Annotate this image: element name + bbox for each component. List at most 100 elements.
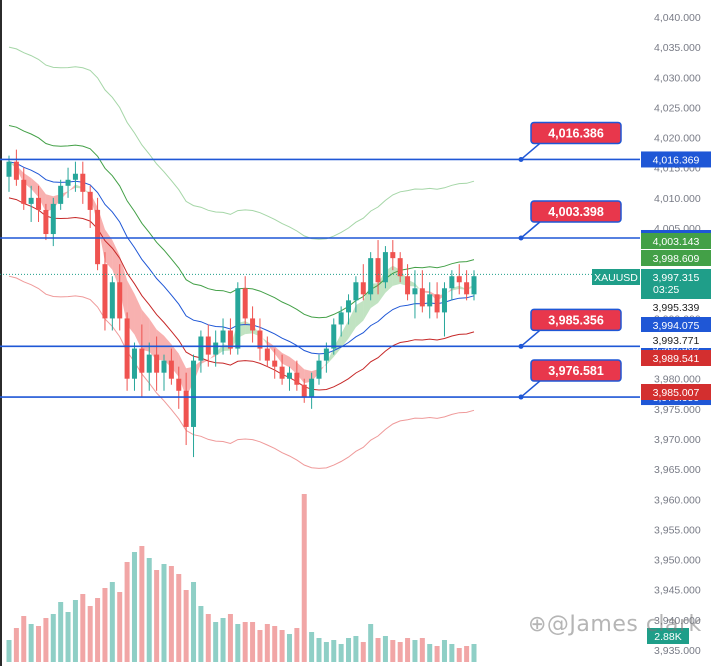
volume-bar bbox=[102, 588, 108, 662]
volume-bar bbox=[176, 574, 182, 662]
price-callout-box bbox=[530, 121, 622, 145]
ema-cloud-segment bbox=[149, 318, 157, 361]
y-tick-label: 4,040.000 bbox=[654, 12, 701, 24]
volume-bar bbox=[441, 640, 447, 662]
volume-bar bbox=[397, 642, 403, 662]
price-callout-label: 3,985.356 bbox=[548, 313, 604, 327]
candle-body bbox=[427, 294, 433, 307]
volume-bar bbox=[382, 636, 388, 662]
volume-bar bbox=[360, 642, 366, 662]
volume-bar bbox=[198, 606, 204, 662]
ema-cloud-segment bbox=[156, 329, 164, 361]
volume-bar bbox=[301, 494, 307, 662]
volume-bar bbox=[139, 546, 145, 662]
ema-cloud-segment bbox=[134, 293, 142, 350]
y-tick-label: 3,935.000 bbox=[654, 645, 701, 657]
price-axis-tag bbox=[641, 384, 711, 400]
ema-cloud-segment bbox=[178, 353, 187, 397]
candle-body bbox=[102, 264, 108, 319]
candle-body bbox=[65, 179, 71, 186]
level-axis-label: 4,016.369 bbox=[653, 154, 700, 166]
candle-body bbox=[131, 348, 137, 379]
candle-body bbox=[168, 360, 174, 379]
volume-bar bbox=[95, 598, 101, 662]
candle-body bbox=[139, 348, 145, 373]
candle-body bbox=[390, 252, 396, 259]
y-tick-label: 3,980.000 bbox=[654, 374, 701, 386]
price-callout-label: 4,003.398 bbox=[548, 205, 604, 219]
candle-body bbox=[419, 288, 425, 307]
callout-pointer bbox=[520, 379, 542, 398]
price-callout-label: 4,016.386 bbox=[548, 126, 604, 140]
y-tick-label: 4,010.000 bbox=[654, 193, 701, 205]
candle-body bbox=[198, 336, 204, 361]
volume-bar bbox=[65, 612, 71, 662]
volume-bar bbox=[250, 622, 256, 662]
candle-body bbox=[286, 372, 292, 379]
y-tick-label: 3,970.000 bbox=[654, 434, 701, 446]
callout-pointer bbox=[520, 220, 542, 239]
candle-body bbox=[441, 288, 447, 313]
volume-bar bbox=[205, 614, 211, 662]
volume-bar bbox=[87, 606, 93, 662]
volume-bar bbox=[264, 624, 270, 662]
price-axis-label: 3,995.339 bbox=[653, 302, 700, 314]
candle-body bbox=[227, 330, 233, 349]
candle-body bbox=[301, 384, 307, 397]
candle-body bbox=[368, 258, 374, 295]
candle-body bbox=[43, 209, 49, 235]
y-tick-label: 3,975.000 bbox=[654, 404, 701, 416]
volume-bar bbox=[257, 630, 263, 662]
candle-body bbox=[242, 288, 248, 319]
callout-pointer bbox=[520, 141, 542, 161]
volume-bar bbox=[286, 634, 292, 662]
price-axis-label: 3,993.771 bbox=[653, 335, 700, 347]
volume-bar bbox=[220, 618, 226, 662]
volume-bar bbox=[154, 570, 160, 662]
ema-cloud-segment bbox=[23, 173, 32, 189]
candle-body bbox=[154, 354, 160, 373]
price-axis-label: 3,998.609 bbox=[653, 253, 700, 265]
watermark: ⊕@James clark bbox=[528, 612, 702, 637]
price-axis-tag bbox=[641, 317, 711, 333]
candle-body bbox=[338, 312, 344, 325]
y-tick-label: 3,960.000 bbox=[654, 494, 701, 506]
candle-body bbox=[72, 173, 78, 180]
candle-body bbox=[360, 282, 366, 295]
bar-countdown: 03:25 bbox=[653, 284, 679, 296]
volume-bar bbox=[390, 640, 396, 662]
green-ma-line bbox=[8, 125, 475, 319]
volume-bar bbox=[419, 638, 425, 662]
ema-cloud-segment bbox=[119, 255, 128, 326]
price-axis-tag bbox=[641, 332, 711, 348]
ema-cloud-segment bbox=[348, 305, 356, 339]
candle-body bbox=[161, 360, 167, 373]
ema-cloud-segment bbox=[68, 184, 76, 192]
candle-body bbox=[36, 197, 42, 210]
red-ma-line bbox=[8, 197, 475, 391]
candle-body bbox=[109, 282, 115, 319]
price-callout-box bbox=[530, 200, 622, 223]
ema-cloud-segment bbox=[341, 320, 349, 348]
candle-body bbox=[346, 300, 352, 313]
candle-body bbox=[28, 197, 34, 204]
candle-body bbox=[412, 288, 418, 295]
volume-bar bbox=[279, 630, 285, 662]
candle-body bbox=[176, 378, 182, 391]
candle-body bbox=[235, 288, 241, 349]
price-axis-label: 3,997.315 bbox=[653, 272, 700, 284]
candle-body bbox=[382, 252, 388, 283]
price-axis-tag bbox=[641, 350, 711, 366]
candle-body bbox=[331, 324, 337, 349]
price-axis-tag bbox=[641, 299, 711, 315]
candle-body bbox=[117, 282, 123, 319]
volume-bar bbox=[117, 592, 123, 662]
volume-bar bbox=[464, 646, 470, 662]
volume-bar bbox=[191, 582, 197, 662]
ema-cloud-segment bbox=[451, 285, 460, 291]
volume-bar bbox=[50, 614, 56, 662]
price-axis-tag bbox=[641, 269, 711, 299]
price-callout-box bbox=[530, 359, 622, 382]
